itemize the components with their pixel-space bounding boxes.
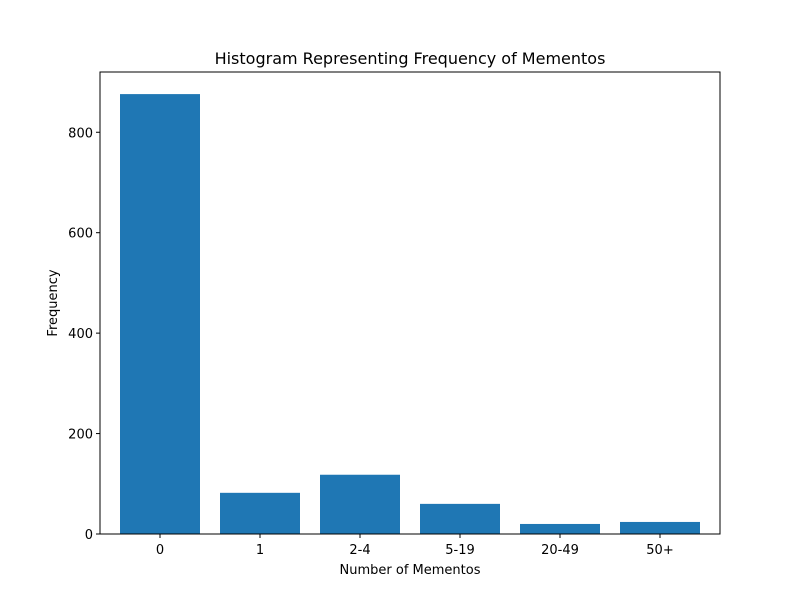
- y-tick-label: 400: [68, 327, 93, 342]
- x-tick-label: 1: [256, 543, 264, 558]
- x-tick-label: 0: [156, 543, 164, 558]
- x-tick-label: 2-4: [349, 543, 370, 558]
- bar-1: [220, 492, 300, 534]
- y-axis-label: Frequency: [46, 269, 61, 336]
- x-tick-label: 50+: [646, 543, 673, 558]
- bar-0: [120, 94, 200, 534]
- bars-layer: [120, 94, 700, 534]
- x-tick-label: 20-49: [541, 543, 579, 558]
- bar-50+: [620, 521, 700, 534]
- bar-5-19: [420, 503, 500, 534]
- y-tick-label: 200: [68, 428, 93, 443]
- bar-20-49: [520, 523, 600, 534]
- y-tick-label: 600: [68, 227, 93, 242]
- x-tick-label: 5-19: [445, 543, 475, 558]
- y-tick-label: 0: [85, 528, 93, 543]
- x-axis-label: Number of Mementos: [340, 563, 481, 578]
- y-axis-ticks: 0 200 400 600 800: [68, 126, 100, 543]
- chart-title: Histogram Representing Frequency of Meme…: [215, 49, 606, 68]
- plot-frame: [99, 71, 721, 535]
- x-axis-ticks: 0 1 2-4 5-19 20-49 50+: [156, 534, 674, 558]
- bar-2-4: [320, 474, 400, 534]
- y-tick-label: 800: [68, 126, 93, 141]
